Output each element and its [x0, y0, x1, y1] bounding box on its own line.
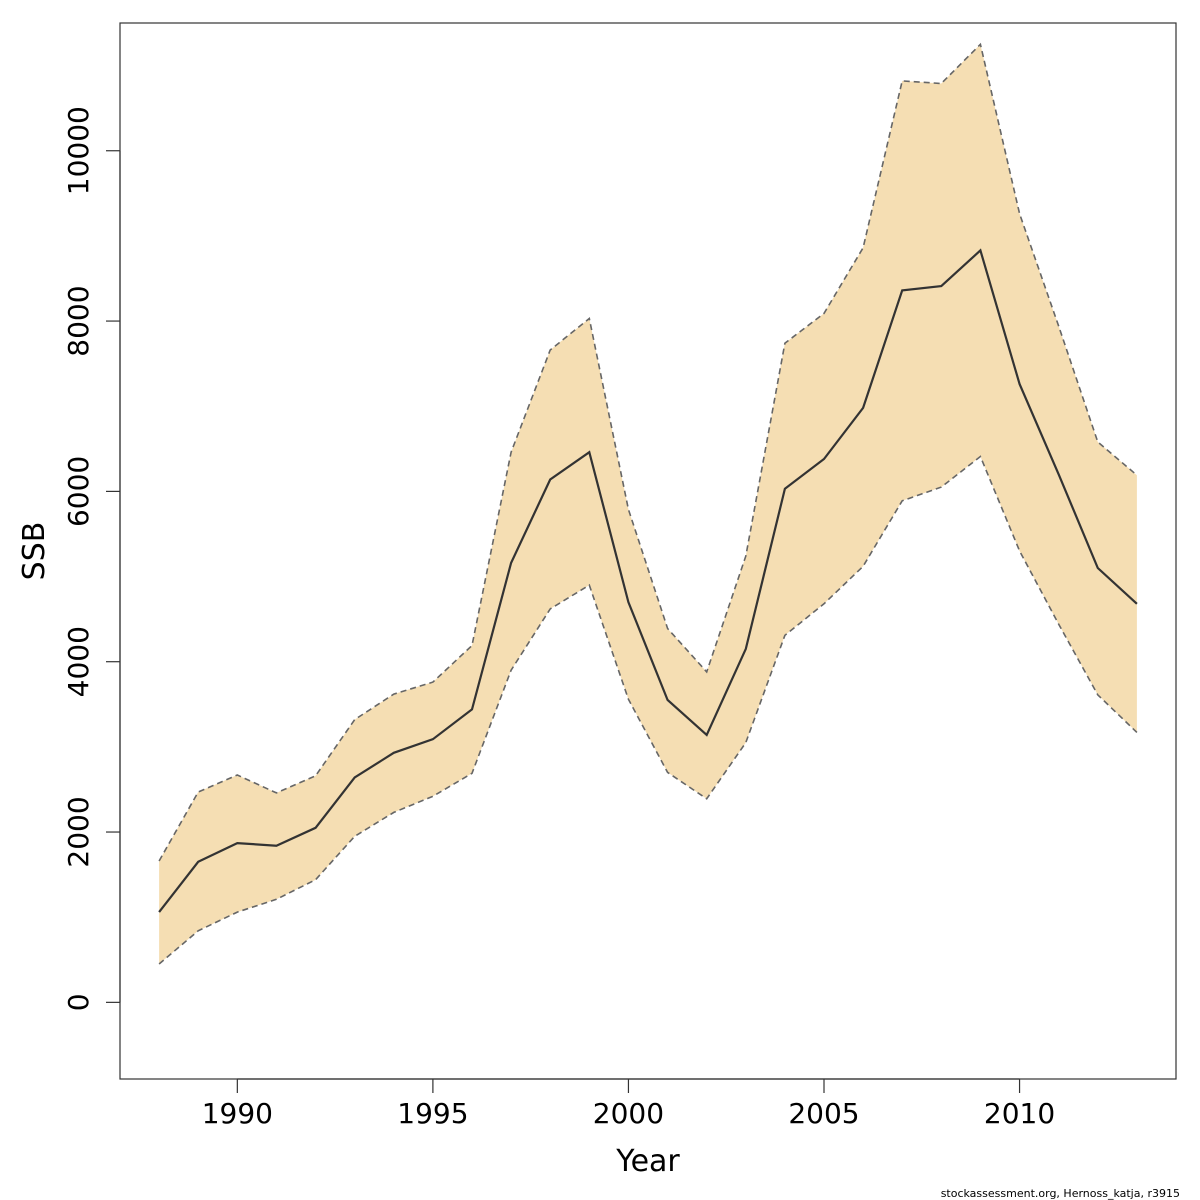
- y-tick-label: 0: [62, 993, 95, 1011]
- ssb-estimate-line: [158, 248, 1138, 913]
- x-axis: 1990 1995 2000 2005 2010: [202, 1078, 1055, 1130]
- y-axis: 0 2000 4000 6000 8000 10000: [62, 106, 121, 1011]
- x-axis-title: Year: [615, 1144, 680, 1179]
- y-axis-title: SSB: [17, 522, 52, 581]
- x-tick-label: 1990: [202, 1097, 273, 1130]
- plot-frame: [119, 22, 1177, 1080]
- y-tick-label: 10000: [62, 106, 95, 195]
- x-tick-label: 2000: [593, 1097, 664, 1130]
- x-tick-label: 2005: [788, 1097, 859, 1130]
- x-tick-label: 1995: [397, 1097, 468, 1130]
- y-tick-label: 2000: [62, 796, 95, 867]
- upper-bound-line: [158, 42, 1138, 862]
- x-tick-label: 2010: [984, 1097, 1055, 1130]
- y-tick-label: 8000: [62, 285, 95, 356]
- y-tick-label: 4000: [62, 626, 95, 697]
- credit-text: stockassessment.org, Hernoss_katja, r391…: [941, 1187, 1180, 1200]
- lower-bound-line: [158, 455, 1138, 965]
- confidence-band: [159, 44, 1137, 965]
- y-tick-label: 6000: [62, 456, 95, 527]
